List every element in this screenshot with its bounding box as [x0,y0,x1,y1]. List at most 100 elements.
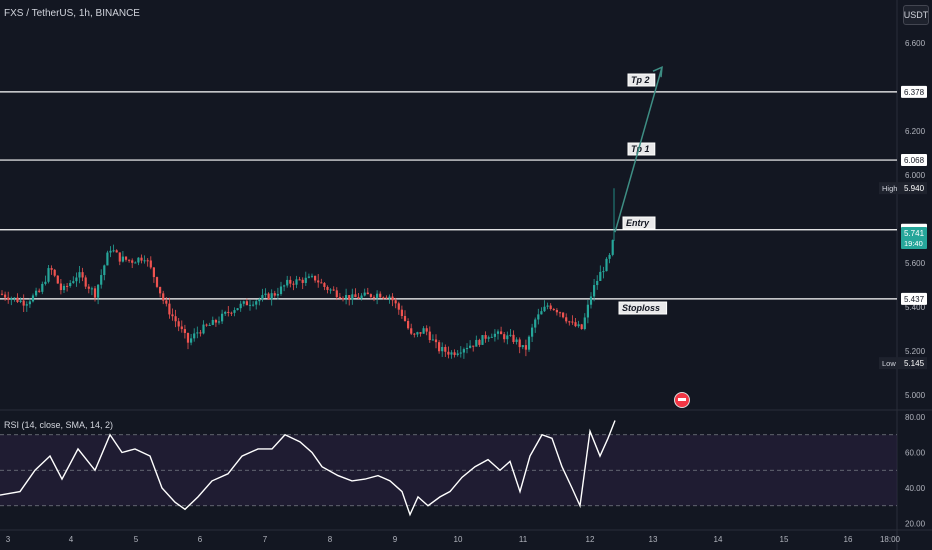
candle-body [503,334,506,340]
candle-body [28,301,31,305]
candle-body [56,275,59,284]
x-tick-label: 10 [454,535,463,544]
candle-body [509,334,512,336]
candle-body [317,280,320,283]
candle-body [4,294,7,298]
current-price-value: 5.741 [904,229,925,238]
candle-body [112,250,115,252]
candle-body [53,269,56,276]
candle-body [441,346,444,352]
candle-body [134,262,137,264]
candle-body [279,286,283,294]
candle-body [273,293,276,296]
candle-body [425,328,428,332]
candle-body [236,308,239,311]
candle-body [394,300,397,304]
candle-body [171,314,174,317]
candle-body [478,339,481,345]
x-tick-label: 16 [844,535,853,544]
level-annotation: Entry [626,218,650,228]
rsi-y-tick-label: 60.00 [905,449,926,458]
candle-body [546,305,549,307]
candle-body [469,345,472,348]
candle-body [515,339,518,342]
candle-body [493,333,496,337]
y-tick-label: 5.000 [905,391,926,400]
candle-body [580,324,583,329]
candle-body [217,321,221,323]
candle-body [552,308,555,310]
candle-body [205,324,208,326]
level-price-label: 5.437 [904,295,925,304]
candle-body [326,286,329,290]
candle-body [155,277,159,287]
candle-body [72,281,75,283]
candle-body [193,333,196,339]
candle-body [357,297,360,299]
candle-body [304,277,307,283]
candle-body [276,293,279,296]
candle-body [447,351,450,355]
candle-body [413,333,416,335]
candle-body [518,339,521,348]
candle-body [137,257,140,263]
candle-body [577,324,580,327]
candle-body [143,260,146,262]
candle-body [25,304,28,306]
candle-body [481,335,484,345]
candle-body [366,292,369,295]
candle-body [596,280,599,286]
candle-body [118,252,121,262]
price-tag-value: 5.940 [904,184,925,193]
candle-body [335,290,338,298]
flag-icon[interactable] [674,392,690,408]
candle-body [543,306,546,312]
candle-body [428,331,431,341]
candle-body [524,345,527,350]
candle-body [345,295,348,299]
y-tick-label: 5.600 [905,259,926,268]
candle-body [484,335,487,339]
candle-body [329,289,332,291]
candle-body [558,312,562,314]
candle-body [131,260,134,263]
candle-body [410,328,413,334]
candle-body [19,300,22,302]
candle-body [230,312,233,314]
candle-body [31,295,35,302]
candle-body [69,282,72,287]
candle-body [338,297,341,299]
candle-body [38,290,41,292]
x-tick-label: 11 [519,535,528,544]
level-annotation: Tp 1 [631,144,650,154]
rsi-title[interactable]: RSI (14, close, SMA, 14, 2) [4,420,114,430]
level-annotation: Stoploss [622,303,660,313]
candle-body [376,293,379,298]
y-tick-label: 6.600 [905,39,926,48]
level-price-label: 6.068 [904,156,925,165]
candle-body [121,256,124,262]
x-tick-label: 15 [780,535,789,544]
candle-body [292,283,295,285]
candle-body [78,272,81,278]
candle-body [0,293,4,295]
candle-body [146,260,149,262]
candle-body [152,267,155,278]
rsi-y-tick-label: 40.00 [905,484,926,493]
candle-body [245,301,248,306]
candle-body [16,297,19,302]
symbol-title[interactable]: FXS / TetherUS, 1h, BINANCE [4,8,140,19]
candle-body [227,311,230,313]
candle-body [363,292,366,296]
candle-body [267,293,270,300]
candle-body [286,279,289,286]
candle-body [310,275,314,277]
candle-body [593,285,596,297]
candle-body [10,298,13,300]
candle-body [50,268,53,270]
currency-button[interactable]: USDT [903,5,929,25]
x-tick-label: 6 [198,535,203,544]
candle-body [465,347,469,350]
candle-body [555,309,558,313]
